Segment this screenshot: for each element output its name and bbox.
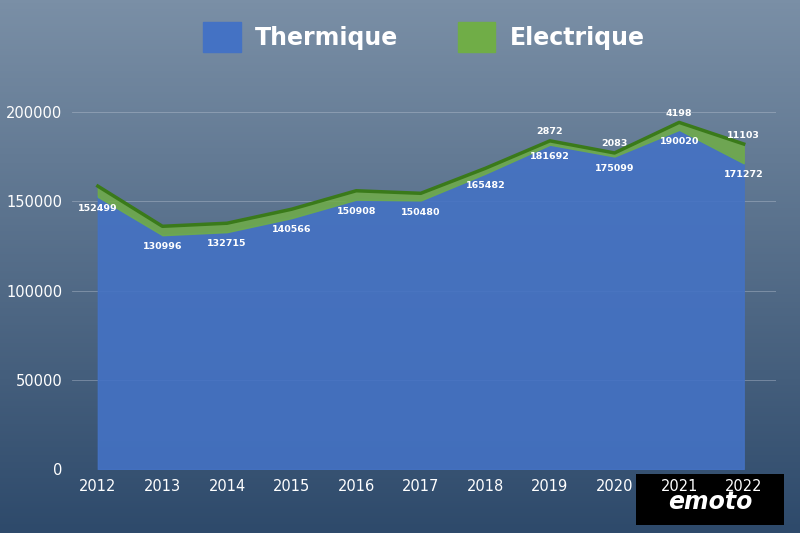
Text: 11103: 11103 <box>727 131 760 140</box>
Text: 140566: 140566 <box>272 225 311 235</box>
Text: emoto: emoto <box>668 490 752 514</box>
Text: 175099: 175099 <box>594 164 634 173</box>
Text: 4198: 4198 <box>666 109 693 118</box>
Text: 190020: 190020 <box>659 137 699 146</box>
Text: 165482: 165482 <box>466 181 506 190</box>
Text: 150480: 150480 <box>401 207 441 216</box>
Text: 181692: 181692 <box>530 152 570 161</box>
Text: 130996: 130996 <box>142 243 182 252</box>
Text: 171272: 171272 <box>724 171 763 180</box>
Text: 132715: 132715 <box>207 239 246 248</box>
Text: 2872: 2872 <box>537 127 563 136</box>
Text: 2083: 2083 <box>602 140 628 149</box>
Text: 150908: 150908 <box>337 207 376 216</box>
Legend: Thermique, Electrique: Thermique, Electrique <box>194 13 654 62</box>
Text: 152499: 152499 <box>78 204 118 213</box>
